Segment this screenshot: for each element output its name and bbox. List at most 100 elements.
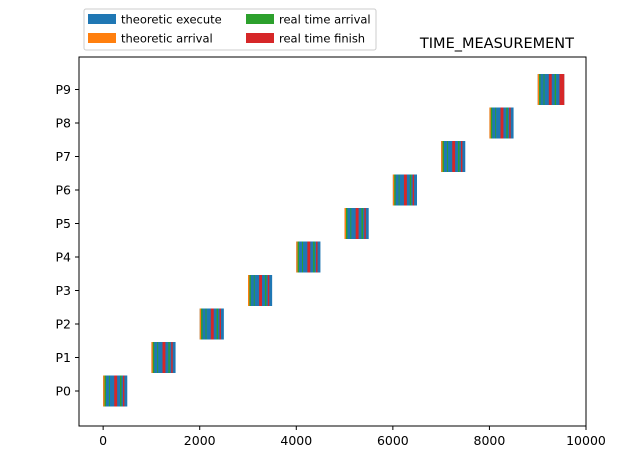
x-axis: 0 2000 4000 6000 8000 10000 (99, 426, 606, 448)
legend-label: theoretic arrival (121, 32, 213, 46)
bar-p7-seg-1 (441, 141, 443, 172)
bar-p3-seg-8 (267, 275, 270, 306)
bar-p6-seg-3 (395, 174, 399, 206)
bar-p8-seg-7 (506, 107, 508, 139)
legend: theoretic execute theoretic arrival real t… (83, 8, 377, 51)
bar-p2-seg-3 (202, 308, 206, 340)
legend-label: real time finish (279, 32, 365, 46)
bar-p7-seg-4 (446, 141, 448, 172)
bar-p5-seg-2 (346, 208, 348, 239)
bar-p9-seg-5 (544, 74, 549, 105)
bar-p4-seg-3 (299, 241, 303, 273)
y-tick-label-p9: P9 (56, 82, 72, 97)
bar-p0-seg-4 (108, 375, 110, 407)
bar-p7-seg-6 (452, 141, 456, 172)
bar-p2-seg-6 (210, 308, 214, 340)
bar-p4-seg-7 (313, 241, 315, 273)
bar-p2-seg-7 (216, 308, 219, 340)
legend-swatch (88, 14, 116, 24)
bar-p4-seg-5 (303, 241, 308, 273)
bar-p9-seg-3 (540, 74, 544, 105)
bar-p0-seg-6 (114, 375, 118, 407)
bar-p3-seg-3 (250, 275, 254, 306)
y-tick-label-p6: P6 (56, 183, 72, 198)
bar-p0-seg-2 (104, 375, 107, 407)
legend-swatch (88, 33, 116, 43)
bar-p6-seg-7 (409, 174, 412, 206)
bar-p5-seg-5 (351, 208, 356, 239)
x-tick-label: 0 (99, 433, 107, 448)
x-tick-label: 4000 (280, 433, 312, 448)
bar-p4-seg-4 (302, 241, 304, 273)
bar-p2-seg-1 (199, 308, 202, 340)
legend-swatch (246, 33, 274, 43)
bar-p1-seg-8 (171, 342, 173, 373)
bar-p5-seg-7 (361, 208, 363, 239)
bar-p6-seg-8 (412, 174, 415, 206)
bar-p9-seg-6 (548, 74, 552, 105)
bar-p4-seg-8 (316, 241, 318, 273)
y-tick-label-p2: P2 (56, 317, 72, 332)
bar-p8-seg-5 (496, 107, 501, 139)
bar-p9-seg-4 (543, 74, 545, 105)
bar-p7-seg-2 (442, 141, 445, 172)
legend-label: real time arrival (279, 13, 371, 27)
bar-p0-seg-5 (109, 375, 115, 407)
x-tick-label: 6000 (377, 433, 409, 448)
y-tick-label-p4: P4 (56, 250, 72, 265)
bar-p6-seg-2 (394, 174, 396, 206)
bar-p3-seg-4 (253, 275, 255, 306)
bar-p2-seg-5 (206, 308, 211, 340)
axes-frame (78, 56, 587, 427)
bar-p4-seg-2 (297, 241, 300, 273)
bar-p3-seg-6 (259, 275, 263, 306)
bar-p8-seg-6 (500, 107, 504, 139)
bar-p8-seg-3 (492, 107, 496, 139)
bar-p3-seg-7 (264, 275, 267, 306)
bar-p6-seg-6 (403, 174, 407, 206)
bar-p1-seg-5 (158, 342, 163, 373)
bar-p1-seg-6 (162, 342, 166, 373)
bar-p4-seg-6 (307, 241, 311, 273)
bar-p6-seg-5 (399, 174, 404, 206)
bar-p8-seg-8 (509, 107, 511, 139)
bar-p7-seg-7 (458, 141, 460, 172)
y-axis: P0 P1 P2 P3 P4 P5 P6 P7 P8 P9 (56, 82, 79, 399)
y-tick-label-p5: P5 (56, 216, 72, 231)
bar-p4-seg-1 (296, 241, 298, 273)
bar-p8-seg-1 (489, 107, 491, 139)
x-tick-label: 2000 (184, 433, 216, 448)
bar-p8-seg-4 (495, 107, 497, 139)
bar-p1-seg-2 (152, 342, 155, 373)
bar-p2-seg-4 (205, 308, 207, 340)
legend-label: theoretic execute (121, 13, 222, 27)
bar-p3-seg-1 (248, 275, 250, 306)
bar-p3-seg-2 (249, 275, 251, 306)
bar-p5-seg-3 (347, 208, 351, 239)
bar-p6-seg-4 (398, 174, 400, 206)
bar-p7-seg-3 (444, 141, 447, 172)
legend-frame (83, 8, 377, 51)
bar-p7-seg-5 (447, 141, 453, 172)
y-tick-label-p1: P1 (56, 350, 72, 365)
bar-p5-seg-1 (344, 208, 347, 239)
bar-p0-seg-1 (103, 375, 105, 407)
x-tick-label: 10000 (566, 433, 606, 448)
bar-p9-seg-2 (539, 74, 541, 105)
bar-p8-seg-2 (490, 107, 493, 139)
bar-p1-seg-1 (151, 342, 153, 373)
bar-p5-seg-4 (350, 208, 352, 239)
bar-p3-seg-5 (254, 275, 260, 306)
bar-p0-seg-3 (106, 375, 109, 407)
bar-p2-seg-8 (219, 308, 221, 340)
x-tick-label: 8000 (474, 433, 506, 448)
legend-swatch (246, 14, 274, 24)
bar-p9-seg-8 (559, 74, 565, 105)
y-tick-label-p3: P3 (56, 283, 72, 298)
bars-layer (103, 74, 565, 407)
y-tick-label-p7: P7 (56, 149, 72, 164)
bar-p0-seg-8 (122, 375, 125, 407)
bar-p1-seg-7 (168, 342, 170, 373)
bar-p9-seg-7 (554, 74, 557, 105)
